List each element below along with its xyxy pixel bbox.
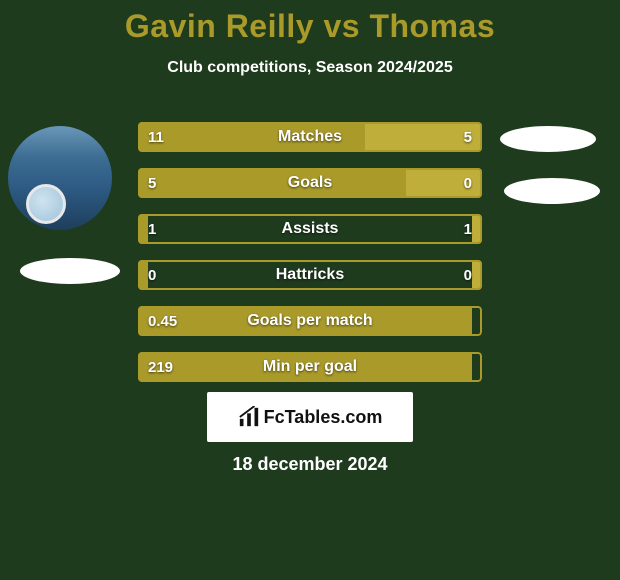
stat-bar-right: [406, 168, 482, 198]
stat-value-left: 0: [148, 260, 156, 290]
stat-bar-left: [138, 306, 472, 336]
page-subtitle: Club competitions, Season 2024/2025: [0, 59, 620, 77]
stat-row: 11Assists: [138, 214, 482, 244]
stat-value-left: 1: [148, 214, 156, 244]
stat-row: 50Goals: [138, 168, 482, 198]
stat-bar-right: [365, 122, 482, 152]
stat-bar-left: [138, 260, 148, 290]
player-right-avatar-placeholder: [500, 126, 596, 152]
stat-bar-left: [138, 168, 406, 198]
stat-label: Assists: [138, 214, 482, 244]
stat-bar-left: [138, 122, 365, 152]
stat-row: 115Matches: [138, 122, 482, 152]
player-right-name-placeholder: [504, 178, 600, 204]
stat-bar-right: [472, 260, 482, 290]
stat-row: 00Hattricks: [138, 260, 482, 290]
fctables-icon: [238, 406, 260, 428]
branding-text: FcTables.com: [264, 407, 383, 428]
page-title: Gavin Reilly vs Thomas: [0, 0, 620, 45]
stat-row: 219Min per goal: [138, 352, 482, 382]
comparison-card: Gavin Reilly vs Thomas Club competitions…: [0, 0, 620, 580]
stat-bar-left: [138, 352, 472, 382]
player-left-name-placeholder: [20, 258, 120, 284]
generation-date: 18 december 2024: [0, 454, 620, 475]
stat-bar-right: [472, 214, 482, 244]
stat-label: Hattricks: [138, 260, 482, 290]
player-left-avatar: [8, 126, 112, 230]
branding-badge: FcTables.com: [207, 392, 413, 442]
stats-bars: 115Matches 50Goals 11Assists 00Hattricks 0.4…: [138, 122, 482, 398]
stat-row: 0.45Goals per match: [138, 306, 482, 336]
stat-bar-left: [138, 214, 148, 244]
